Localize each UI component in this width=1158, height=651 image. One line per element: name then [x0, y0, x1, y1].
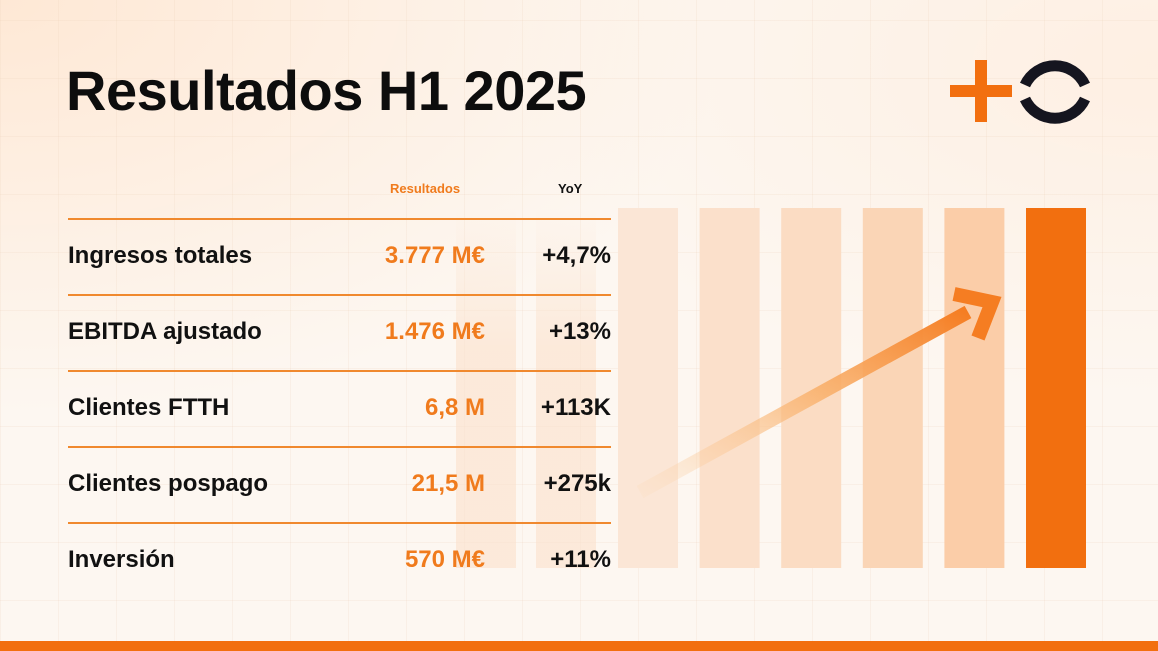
- row-label: Inversión: [68, 546, 175, 573]
- row-divider: [68, 446, 611, 448]
- up-right-arrow-head: [952, 287, 1002, 341]
- highlight-column: [456, 208, 516, 568]
- row-yoy: +113K: [540, 394, 611, 421]
- decorative-growth-bars: [618, 208, 1088, 568]
- table-row: Ingresos totales 3.777 M€ +4,7%: [68, 218, 611, 294]
- bottom-accent-bar: [0, 641, 1158, 651]
- table-row: Inversión 570 M€ +11%: [68, 522, 611, 598]
- page-title: Resultados H1 2025: [66, 59, 587, 122]
- column-header-yoy: YoY: [558, 181, 583, 196]
- growth-bars-graphic: [618, 208, 1086, 568]
- row-label: Ingresos totales: [68, 242, 253, 269]
- row-label: EBITDA ajustado: [68, 318, 262, 345]
- table-row: Clientes FTTH 6,8 M +113K: [68, 370, 611, 446]
- growth-bar: [699, 208, 760, 568]
- row-divider: [68, 218, 611, 220]
- table-row: EBITDA ajustado 1.476 M€ +13%: [68, 294, 611, 370]
- logo-ring-top: [1020, 60, 1090, 88]
- row-value: 1.476 M€: [384, 318, 485, 345]
- growth-bar: [618, 208, 678, 568]
- row-value: 6,8 M: [424, 394, 485, 421]
- up-right-arrow-icon: [636, 305, 972, 499]
- row-label: Clientes FTTH: [68, 394, 230, 421]
- row-divider: [68, 294, 611, 296]
- row-label: Clientes pospago: [68, 470, 269, 497]
- row-value: 21,5 M: [411, 470, 485, 497]
- growth-bar: [944, 208, 1005, 568]
- plus-o-logo: [950, 60, 1090, 124]
- highlight-bar: [1026, 208, 1086, 568]
- row-divider: [68, 522, 611, 524]
- table-row: Clientes pospago 21,5 M +275k: [68, 446, 611, 522]
- row-yoy: +13%: [548, 318, 611, 345]
- column-header-results: Resultados: [390, 181, 461, 196]
- highlight-column: [536, 208, 596, 568]
- row-yoy: +11%: [550, 546, 611, 573]
- logo-ring-bottom: [1020, 96, 1090, 124]
- row-value: 3.777 M€: [384, 242, 485, 269]
- row-divider: [68, 370, 611, 372]
- row-yoy: +4,7%: [542, 242, 611, 269]
- row-value: 570 M€: [404, 546, 485, 573]
- logo-plus-horizontal: [950, 85, 1012, 97]
- growth-bar: [862, 208, 923, 568]
- row-yoy: +275k: [543, 470, 611, 497]
